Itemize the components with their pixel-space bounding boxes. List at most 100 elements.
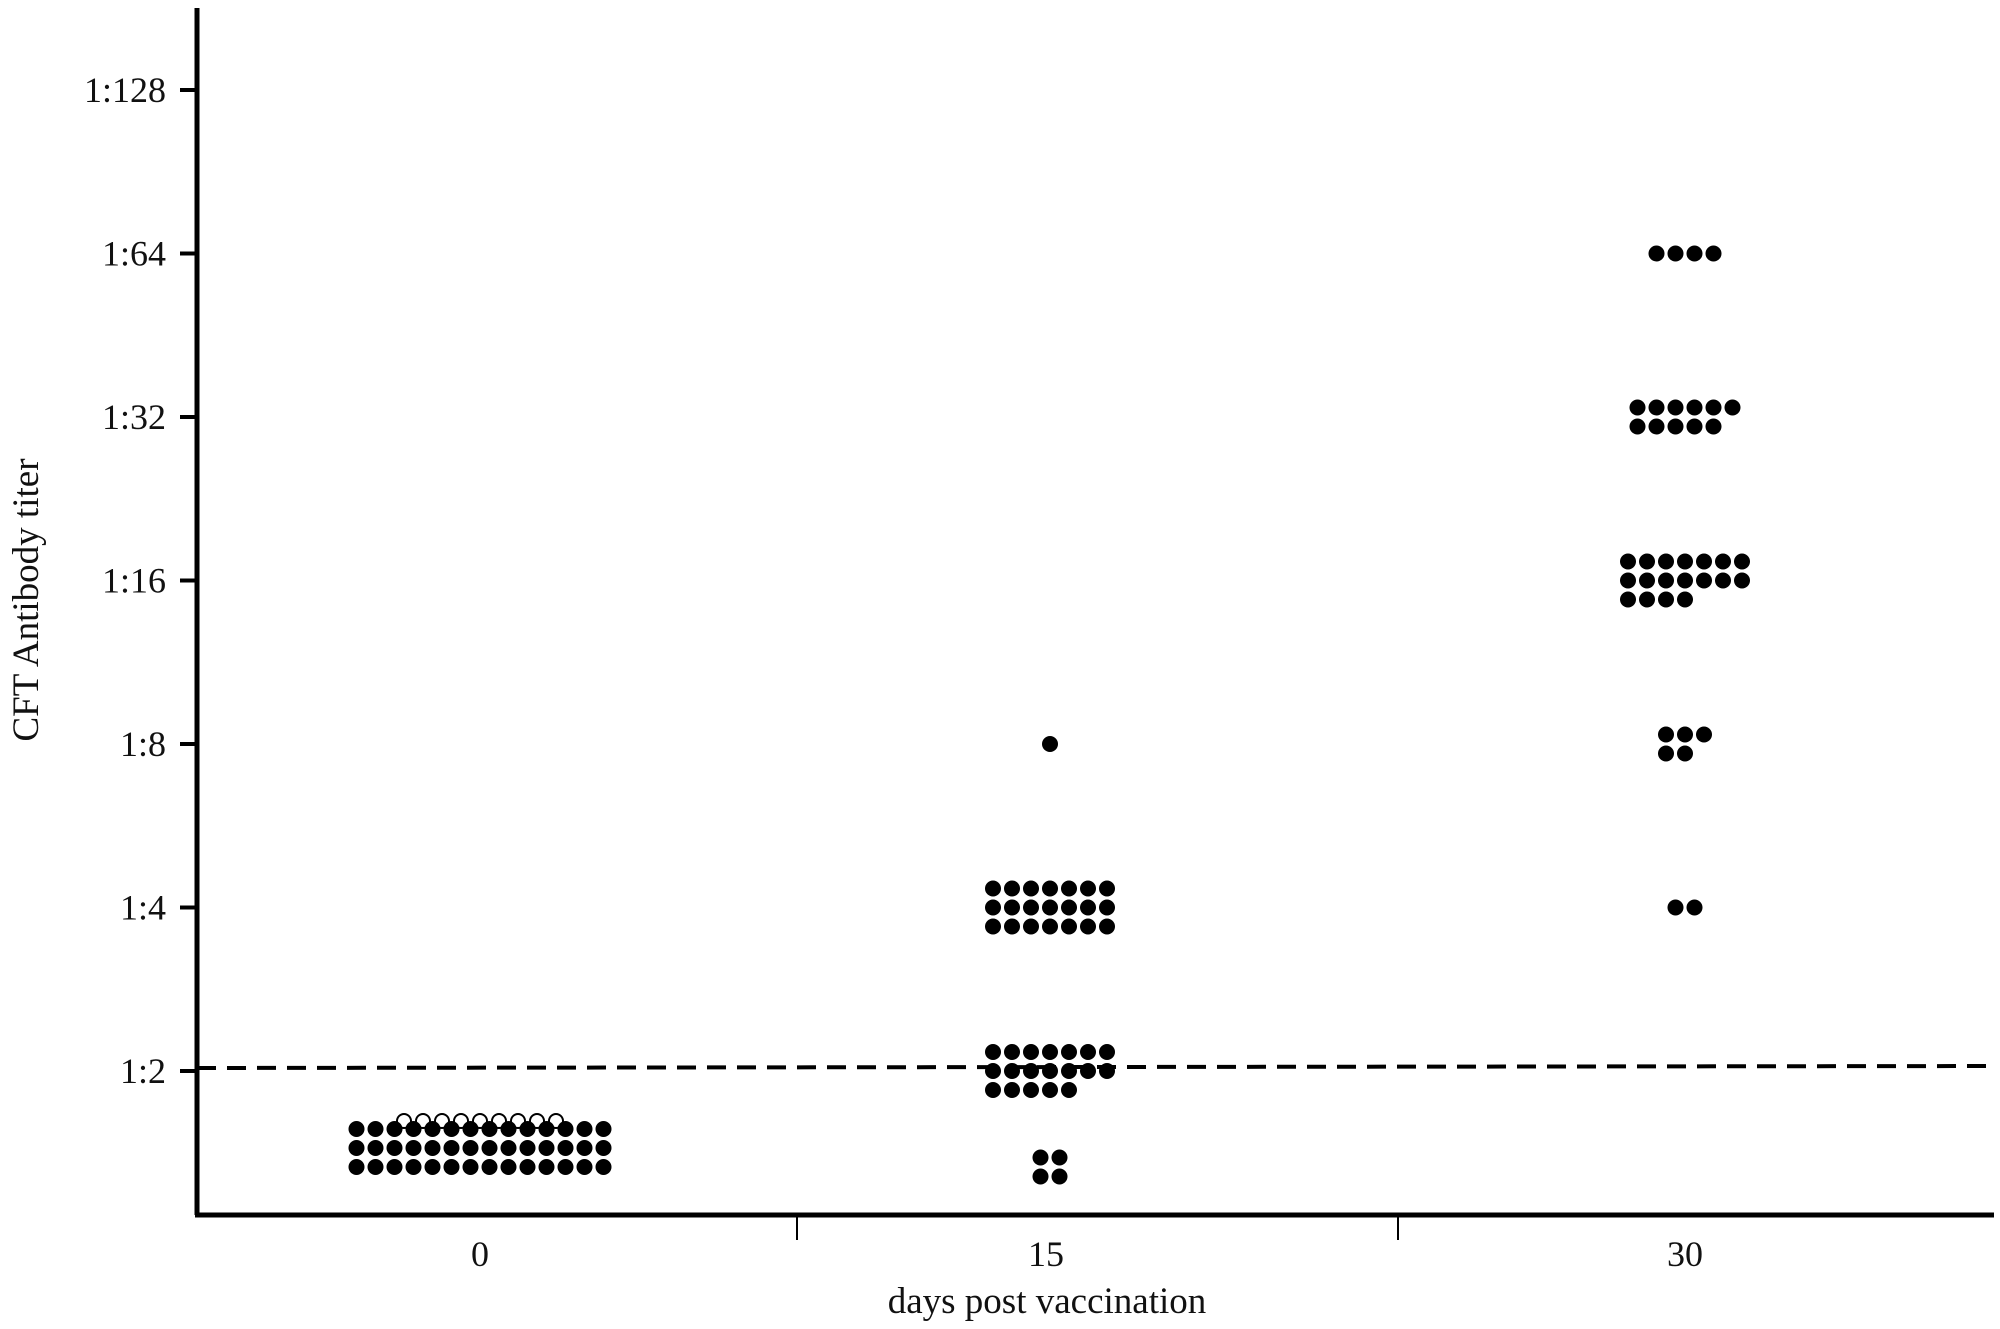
data-point [1042, 899, 1058, 916]
data-point [1715, 553, 1731, 570]
data-point [1658, 553, 1674, 570]
data-point [1705, 245, 1722, 262]
data-point [1620, 553, 1636, 570]
data-point [1032, 1168, 1049, 1185]
data-point [519, 1140, 536, 1156]
data-point [1042, 1082, 1058, 1098]
data-point [1629, 418, 1646, 435]
point-group-day15-18 [1042, 736, 1058, 752]
data-point [1734, 572, 1750, 589]
data-point [1667, 899, 1684, 916]
data-point [1004, 1044, 1020, 1060]
data-point [1677, 745, 1693, 762]
data-point [1696, 553, 1712, 570]
data-point [1658, 745, 1674, 762]
data-point [1705, 399, 1722, 416]
data-point [1648, 245, 1665, 262]
threshold-line [196, 1064, 1995, 1070]
data-point [1099, 899, 1115, 916]
data-point [519, 1159, 536, 1175]
data-points [348, 245, 1750, 1185]
data-point [1004, 1063, 1020, 1079]
data-point [481, 1121, 498, 1137]
data-point [985, 880, 1001, 897]
data-point [1061, 918, 1077, 935]
data-point [348, 1121, 365, 1137]
data-point [985, 1044, 1001, 1060]
data-point [367, 1140, 384, 1156]
data-point [405, 1159, 422, 1175]
data-point [443, 1121, 460, 1137]
data-point [1667, 245, 1684, 262]
x-tick-label: 30 [1667, 1234, 1703, 1274]
point-group-day15-14 [985, 880, 1115, 935]
data-point [1639, 572, 1655, 589]
data-point [405, 1140, 422, 1156]
data-point [1023, 1044, 1039, 1060]
data-point [1677, 572, 1693, 589]
y-tick-label: 1:4 [120, 888, 166, 928]
data-point [367, 1121, 384, 1137]
x-tick-label: 15 [1028, 1234, 1064, 1274]
data-point [1734, 553, 1750, 570]
data-point [1061, 899, 1077, 916]
data-point [1099, 1063, 1115, 1079]
y-ticks: 1:2 1:4 1:8 1:16 1:32 1:64 1:128 [84, 70, 197, 1091]
y-tick-label: 1:8 [120, 724, 166, 764]
data-point [1686, 399, 1703, 416]
data-point [386, 1159, 403, 1175]
data-point [1667, 399, 1684, 416]
data-point [985, 1082, 1001, 1098]
point-group-day0-below12 [348, 1121, 612, 1175]
data-point [1099, 880, 1115, 897]
data-point [1004, 899, 1020, 916]
data-point [1051, 1168, 1068, 1185]
y-tick-label: 1:32 [102, 397, 166, 437]
data-point [1080, 918, 1096, 935]
data-point [595, 1121, 612, 1137]
data-point [1004, 918, 1020, 935]
y-axis: 1:2 1:4 1:8 1:16 1:32 1:64 1:128 [84, 8, 200, 1215]
data-point [557, 1140, 574, 1156]
data-point [595, 1140, 612, 1156]
data-point [500, 1159, 517, 1175]
data-point [424, 1140, 441, 1156]
data-point [538, 1159, 555, 1175]
x-axis-title: days post vaccination [888, 1281, 1207, 1322]
data-point [1686, 418, 1703, 435]
data-point [1715, 572, 1731, 589]
data-point [462, 1140, 479, 1156]
data-point [1099, 918, 1115, 935]
y-tick-label: 1:2 [120, 1051, 166, 1091]
data-point [500, 1140, 517, 1156]
data-point [348, 1140, 365, 1156]
data-point [443, 1140, 460, 1156]
data-point [1061, 1044, 1077, 1060]
point-group-day30-164 [1648, 245, 1722, 262]
point-group-day30-116 [1620, 553, 1750, 608]
data-point [348, 1159, 365, 1175]
y-tick-label: 1:64 [102, 234, 166, 274]
data-point [1677, 553, 1693, 570]
data-point [1004, 880, 1020, 897]
data-point [538, 1121, 555, 1137]
data-point [1023, 1082, 1039, 1098]
data-point [1677, 591, 1693, 608]
data-point [1639, 553, 1655, 570]
data-point [1042, 880, 1058, 897]
y-axis-title: CFT Antibody titer [6, 458, 47, 741]
data-point [985, 899, 1001, 916]
x-ticks: 0 15 30 [471, 1215, 1703, 1274]
data-point [1677, 726, 1693, 743]
data-point [1042, 1063, 1058, 1079]
data-point [462, 1121, 479, 1137]
point-group-day30-132 [1629, 399, 1741, 435]
data-point [1620, 572, 1636, 589]
data-point [1061, 880, 1077, 897]
data-point [1686, 899, 1703, 916]
x-axis: 0 15 30 [195, 1212, 1994, 1274]
x-tick-label: 0 [471, 1234, 489, 1274]
data-point [1724, 399, 1741, 416]
data-point [1023, 1063, 1039, 1079]
